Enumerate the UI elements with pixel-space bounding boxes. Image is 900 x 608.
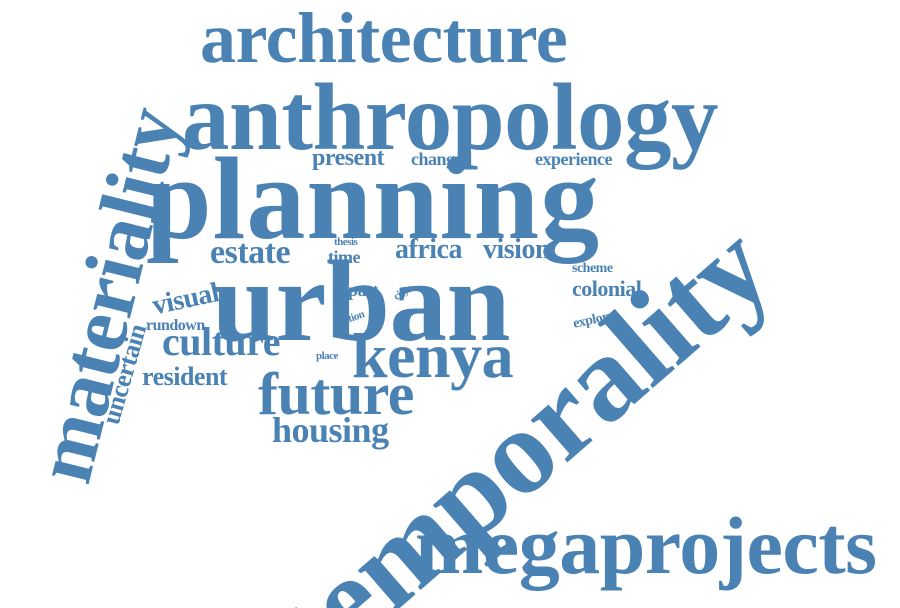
word-thesis: thesis (334, 236, 358, 248)
word-housing: housing (272, 410, 389, 450)
word-urban: urban (212, 238, 510, 365)
word-resident: resident (142, 362, 228, 391)
word-vision: vision (483, 234, 551, 265)
word-scheme: scheme (572, 261, 613, 276)
word-experience: experience (535, 149, 612, 169)
word-anthropology: anthropology (182, 64, 718, 170)
word-culture: culture (162, 319, 280, 364)
word-visual: visual (149, 277, 222, 322)
word-future: future (258, 361, 414, 427)
word-change: change (411, 149, 463, 169)
word-africa: africa (395, 234, 462, 265)
word-planning: planning (146, 133, 601, 264)
word-rundown: rundown (146, 317, 205, 334)
word-architecture: architecture (200, 0, 568, 78)
word-past: past (348, 280, 379, 300)
word-megaprojects: megaprojects (415, 500, 877, 591)
word-place: place (316, 350, 338, 362)
word-time: time (328, 247, 360, 267)
word-kenya: kenya (352, 320, 514, 391)
word-present: present (312, 145, 385, 171)
word-estate: estate (210, 234, 291, 271)
word-colonial: colonial (572, 276, 642, 301)
